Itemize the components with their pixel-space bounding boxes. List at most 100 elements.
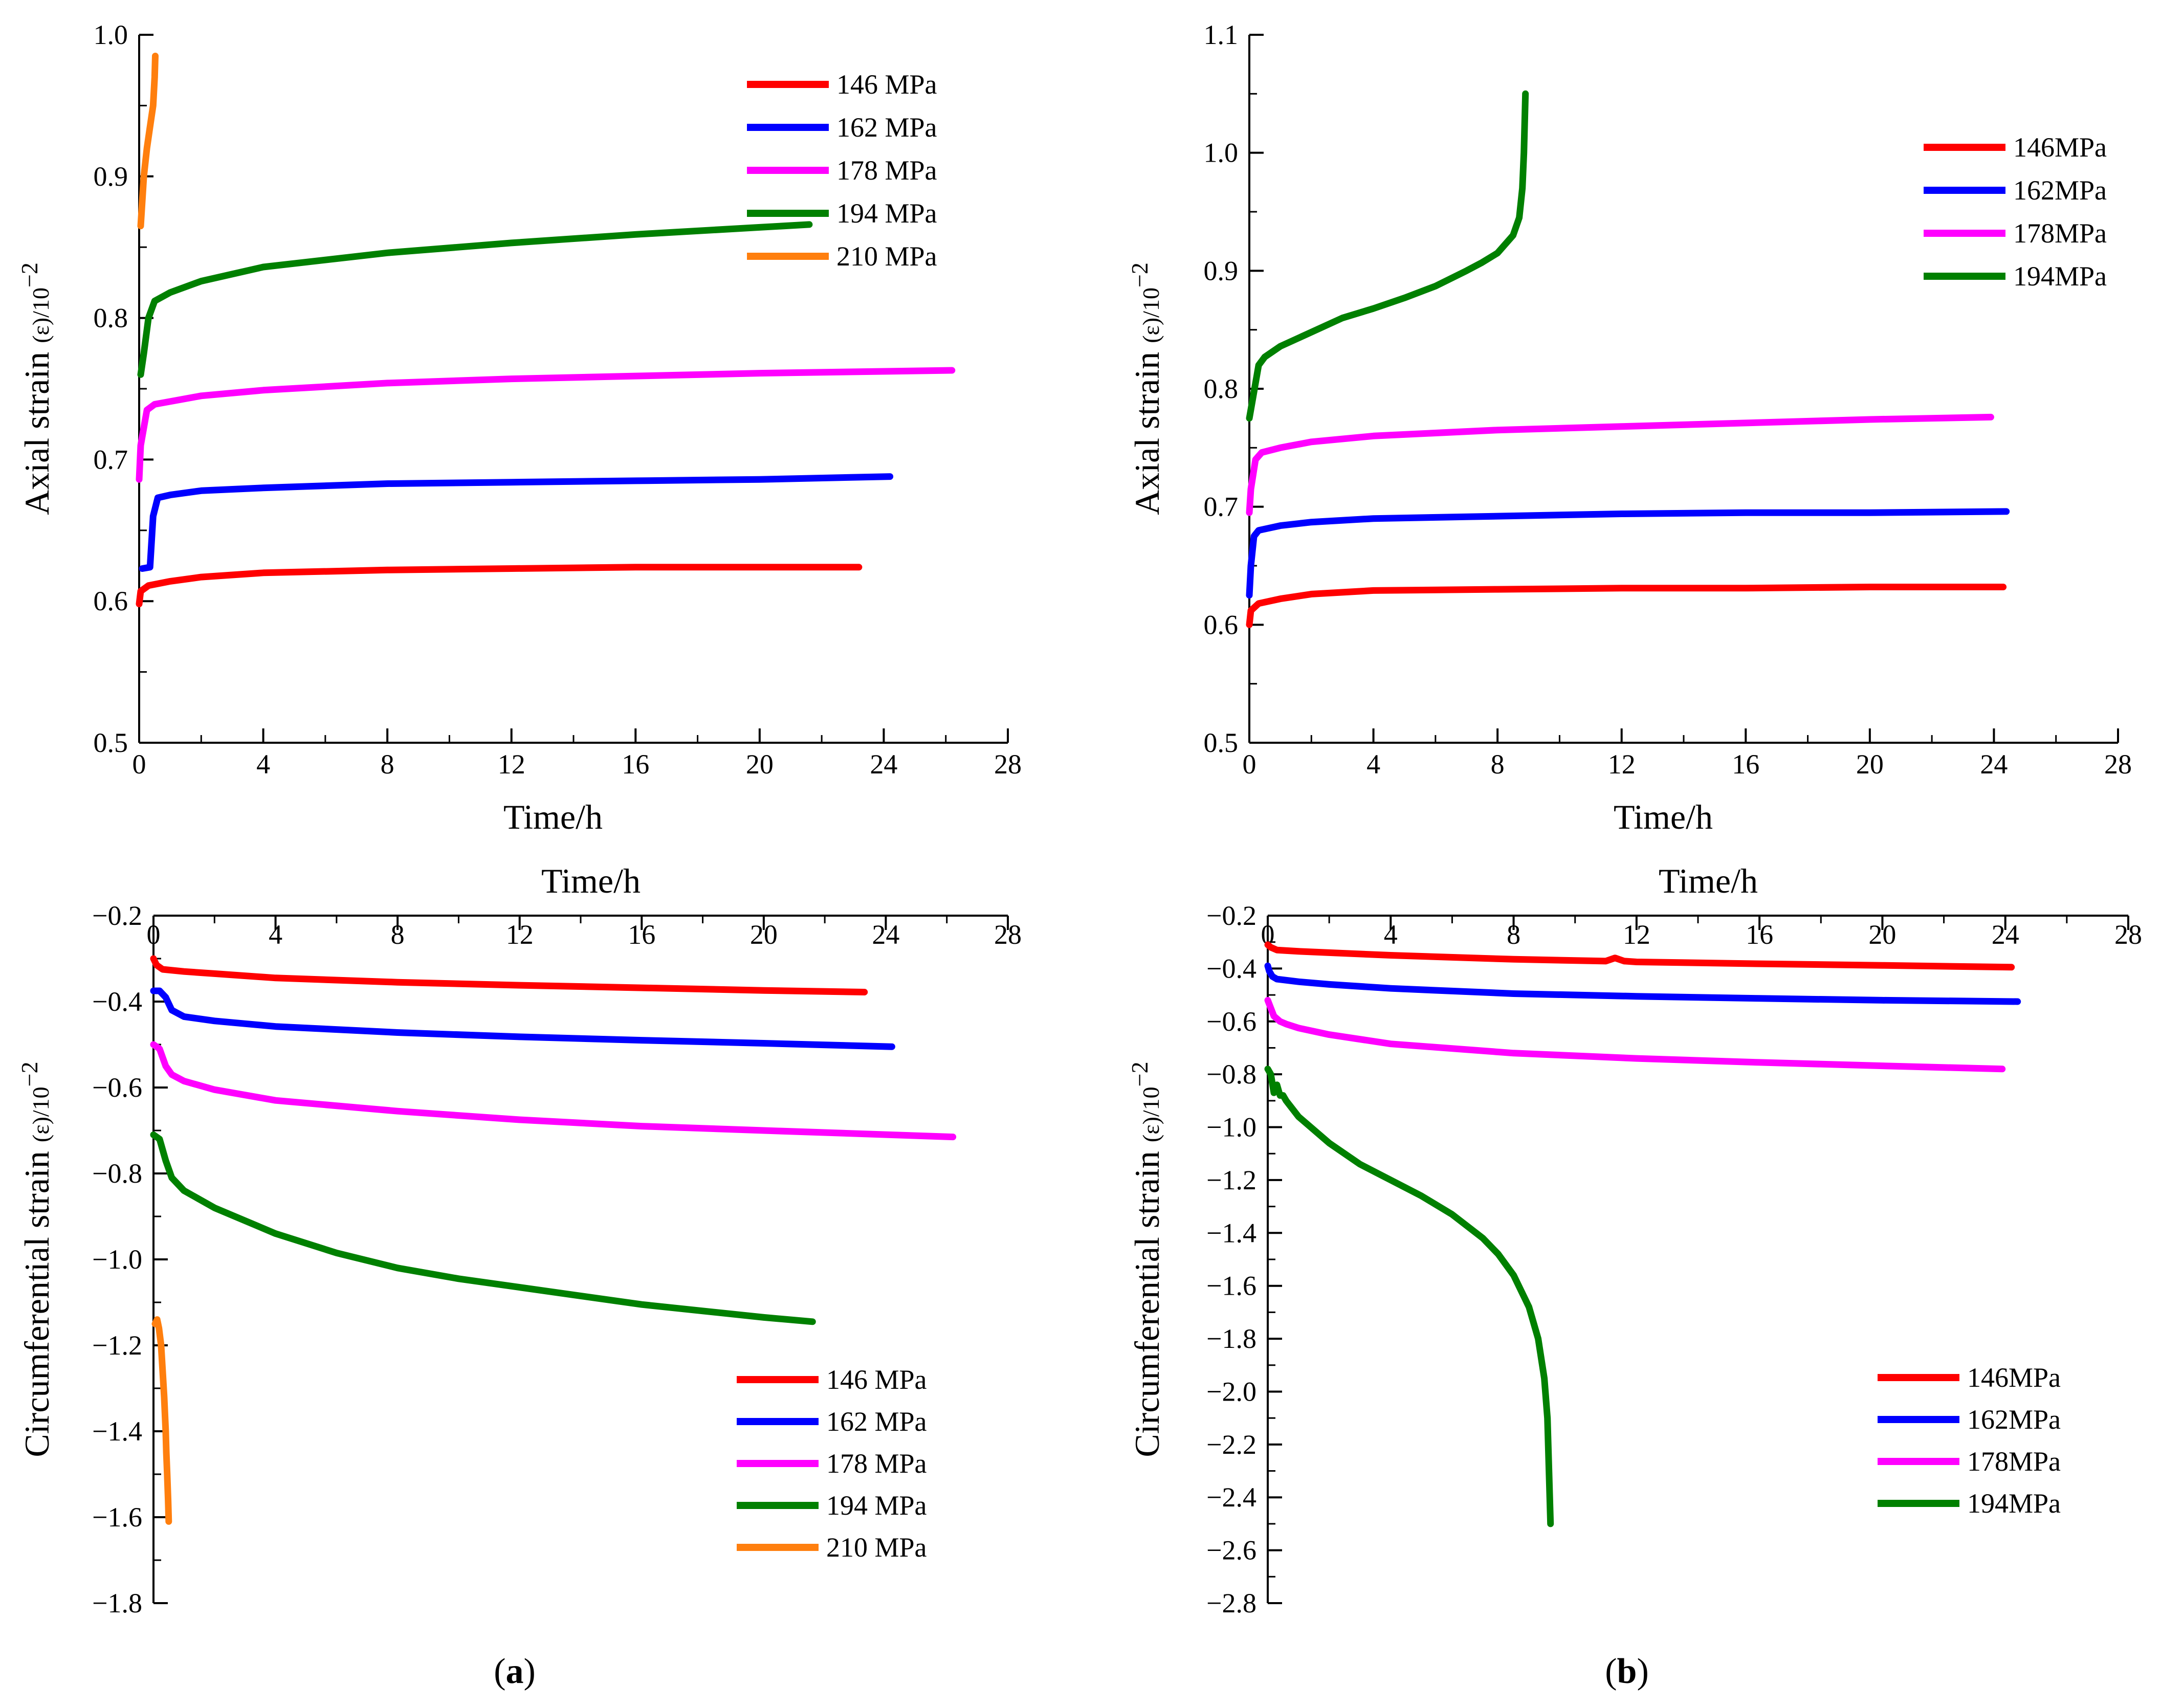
series-line-2 <box>1246 413 1994 516</box>
y-tick-label: 1.0 <box>1204 138 1239 168</box>
x-axis-label: Time/h <box>1659 861 1758 900</box>
legend-label: 178MPa <box>2013 218 2107 249</box>
x-tick-label: 8 <box>1491 749 1505 780</box>
x-tick-label: 0 <box>147 919 161 950</box>
y-axis-label: Circumferential strain (ε)/10−2 <box>1127 1061 1166 1457</box>
caption-b: (b) <box>1605 1652 1649 1691</box>
y-tick-label: 0.6 <box>1204 609 1239 640</box>
series-line-3 <box>137 221 813 378</box>
x-tick-label: 4 <box>1384 919 1398 950</box>
y-tick-label: −0.8 <box>1206 1059 1256 1090</box>
legend-label: 146MPa <box>2013 132 2107 163</box>
y-tick-label: −2.8 <box>1206 1588 1256 1618</box>
x-axis-label: Time/h <box>541 861 641 900</box>
chart-b-axial-strain: 0 4 8 12 16 20 24 28 0.5 0.6 0.7 0.8 0.9 1.0 1.1 Time/h… <box>1127 19 2132 836</box>
legend-label: 146 MPa <box>826 1364 927 1395</box>
y-tick-label: −0.4 <box>1206 953 1256 984</box>
y-tick-label: 0.7 <box>94 444 128 475</box>
x-tick-label: 16 <box>622 749 649 780</box>
y-tick-label: 0.8 <box>94 303 128 334</box>
x-tick-label: 20 <box>1856 749 1884 780</box>
series-line-1 <box>1246 508 2010 599</box>
legend-label: 146MPa <box>1967 1362 2061 1393</box>
series-line-0 <box>136 564 863 608</box>
series-line-0 <box>1246 584 2007 628</box>
legend-label: 194MPa <box>1967 1488 2061 1519</box>
legend-label: 210 MPa <box>826 1532 927 1563</box>
series-line-4 <box>151 1316 172 1525</box>
y-axis-label: Circumferential strain (ε)/10−2 <box>16 1061 56 1457</box>
x-tick-label: 28 <box>2114 919 2142 950</box>
legend-label: 178MPa <box>1967 1446 2061 1477</box>
y-tick-label: −0.2 <box>92 900 142 931</box>
series-line-3 <box>1246 90 1529 422</box>
legend-label: 210 MPa <box>836 241 937 272</box>
series-line-0 <box>1264 941 2015 971</box>
legend-label: 162MPa <box>1967 1404 2061 1435</box>
x-tick-label: 8 <box>1507 919 1520 950</box>
y-tick-label: −1.0 <box>92 1244 142 1275</box>
legend-label: 194 MPa <box>826 1490 927 1521</box>
x-tick-label: 4 <box>256 749 270 780</box>
x-tick-label: 8 <box>391 919 405 950</box>
legend-label: 146 MPa <box>836 69 937 100</box>
series-line-1 <box>150 987 895 1050</box>
y-tick-label: 1.1 <box>1204 19 1239 50</box>
x-tick-label: 20 <box>746 749 774 780</box>
series-line-4 <box>137 53 159 230</box>
caption-a: (a) <box>494 1652 536 1691</box>
x-tick-label: 12 <box>506 919 534 950</box>
x-tick-label: 28 <box>2104 749 2132 780</box>
chart-a-axial-strain: 0 4 8 12 16 20 24 28 0.5 0.6 0.7 0.8 0.9 1.0 Time/h Axi… <box>16 19 1022 836</box>
y-tick-label: 0.8 <box>1204 373 1239 404</box>
y-tick-label: −1.6 <box>92 1502 142 1533</box>
x-tick-label: 24 <box>1992 919 2019 950</box>
y-tick-label: −1.8 <box>1206 1323 1256 1354</box>
x-tick-label: 24 <box>1980 749 2008 780</box>
series-line-0 <box>150 955 868 995</box>
y-tick-label: −0.6 <box>92 1072 142 1103</box>
y-tick-label: −0.4 <box>92 986 142 1017</box>
y-tick-label: −2.6 <box>1206 1535 1256 1566</box>
x-axis-label: Time/h <box>1614 797 1713 836</box>
x-tick-label: 28 <box>994 749 1022 780</box>
x-tick-label: 16 <box>628 919 655 950</box>
legend-label: 162 MPa <box>836 112 937 143</box>
legend-label: 194MPa <box>2013 261 2107 292</box>
y-tick-label: −1.2 <box>1206 1165 1256 1195</box>
y-tick-label: −1.2 <box>92 1330 142 1361</box>
y-tick-label: −1.8 <box>92 1588 142 1618</box>
y-tick-label: −2.2 <box>1206 1429 1256 1460</box>
y-tick-label: 0.6 <box>94 586 128 616</box>
x-tick-label: 0 <box>133 749 146 780</box>
y-tick-label: −0.2 <box>1206 900 1256 931</box>
series-line-1 <box>1264 962 2021 1005</box>
x-tick-label: 20 <box>750 919 778 950</box>
x-tick-label: 20 <box>1868 919 1896 950</box>
y-tick-label: 0.7 <box>1204 492 1239 522</box>
x-tick-label: 12 <box>498 749 525 780</box>
y-tick-label: −0.6 <box>1206 1006 1256 1037</box>
y-tick-label: −1.0 <box>1206 1112 1256 1143</box>
y-tick-label: −1.4 <box>1206 1217 1256 1248</box>
y-tick-label: −2.0 <box>1206 1376 1256 1407</box>
chart-b-circumferential-strain: 0 4 8 12 16 20 24 28−2.8−2.6−2.4−2.2−2.0−1.8−1.… <box>1127 861 2142 1618</box>
y-tick-label: 1.0 <box>94 19 128 50</box>
y-tick-label: 0.5 <box>94 727 128 758</box>
series-line-3 <box>1264 1066 1554 1527</box>
x-tick-label: 12 <box>1623 919 1650 950</box>
x-tick-label: 16 <box>1746 919 1773 950</box>
y-tick-label: −2.4 <box>1206 1482 1256 1513</box>
series-line-2 <box>1264 996 2006 1073</box>
y-tick-label: 0.9 <box>94 161 128 192</box>
x-tick-label: 16 <box>1732 749 1759 780</box>
x-tick-label: 4 <box>1366 749 1380 780</box>
y-tick-label: −1.6 <box>1206 1271 1256 1301</box>
legend-label: 162 MPa <box>826 1406 927 1437</box>
legend-label: 178 MPa <box>826 1448 927 1479</box>
x-tick-label: 8 <box>381 749 394 780</box>
series-line-2 <box>136 367 956 483</box>
x-tick-label: 0 <box>1243 749 1256 780</box>
y-tick-label: −1.4 <box>92 1416 142 1447</box>
series-line-1 <box>139 473 894 572</box>
